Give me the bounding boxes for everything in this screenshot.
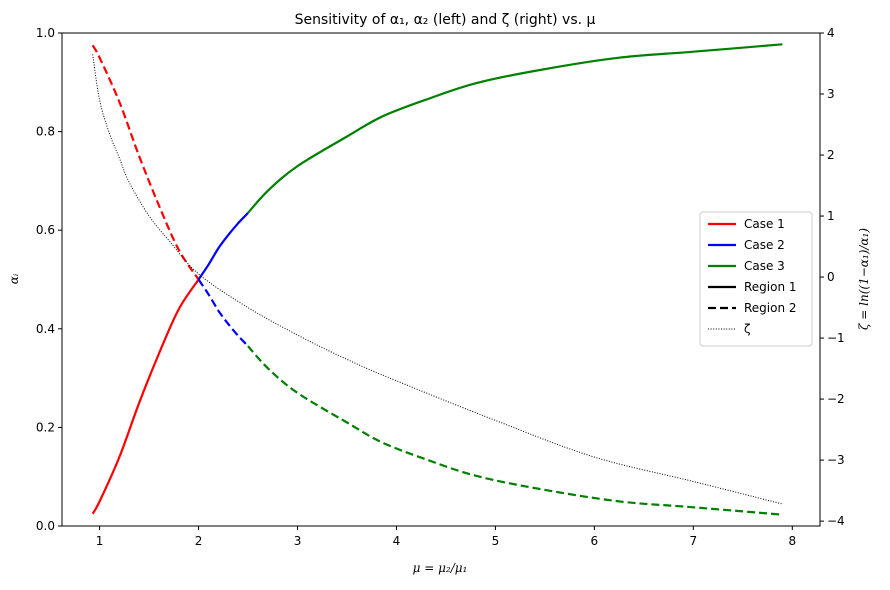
y-left-tick-label: 1.0 — [36, 26, 55, 40]
series-case1-region1-line — [91, 278, 200, 515]
chart-title: Sensitivity of α₁, α₂ (left) and ζ (righ… — [295, 12, 596, 28]
y-left-tick-label: 0.0 — [36, 519, 55, 533]
series-case2-region1-line — [197, 212, 249, 281]
legend-label: Case 3 — [744, 259, 785, 273]
legend-box — [699, 211, 813, 347]
legend-label: Case 2 — [744, 238, 785, 252]
y-right-tick-label: 4 — [827, 26, 835, 40]
legend-label: Region 1 — [744, 280, 797, 294]
legend: Case 1 Case 2 Case 3 Region 1 Region 2 ζ — [699, 211, 813, 347]
series-case2-region2-line — [197, 278, 249, 347]
x-tick-label: 3 — [294, 534, 302, 548]
x-tick-label: 1 — [96, 534, 104, 548]
y-right-tick-label: 3 — [827, 87, 835, 101]
y-right-tick-label: −3 — [827, 453, 845, 467]
y-right-tick-label: 1 — [827, 209, 835, 223]
y-right-tick-label: 0 — [827, 270, 835, 284]
x-tick-label: 6 — [591, 534, 599, 548]
axes-layer: 1 2 3 4 5 6 7 8 0.0 0.2 0.4 0.6 0.8 1.0 −4 −3 −2 −1 0 1 2 3 4 — [36, 26, 845, 548]
legend-label: Region 2 — [744, 301, 797, 315]
axes-frame — [61, 32, 821, 527]
y-right-tick-label: 2 — [827, 148, 835, 162]
x-axis-label: μ = μ₂/μ₁ — [413, 561, 468, 575]
legend-label: Case 1 — [744, 217, 785, 231]
plot-area — [62, 33, 820, 526]
x-tick-label: 5 — [492, 534, 500, 548]
y-right-tick-label: −2 — [827, 392, 845, 406]
x-tick-label: 7 — [690, 534, 698, 548]
y-left-tick-label: 0.6 — [36, 223, 55, 237]
x-tick-label: 4 — [393, 534, 401, 548]
y-left-tick-label: 0.8 — [36, 125, 55, 139]
x-tick-label: 2 — [195, 534, 203, 548]
series-case3-region2-line — [247, 345, 783, 516]
y-right-tick-label: −4 — [827, 514, 845, 528]
y-left-tick-label: 0.4 — [36, 322, 55, 336]
series-zeta-line — [92, 54, 783, 505]
y-right-tick-label: −1 — [827, 331, 845, 345]
series-layer — [91, 43, 783, 516]
series-case1-region2-line — [91, 44, 200, 281]
y-axis-label-right: ζ = ln((1−α₁)/α₁) — [857, 228, 871, 330]
y-left-tick-label: 0.2 — [36, 420, 55, 434]
y-axis-label-left: αᵢ — [7, 273, 21, 284]
series-case3-region1-line — [247, 43, 783, 214]
x-tick-label: 8 — [788, 534, 796, 548]
legend-label: ζ — [744, 322, 751, 336]
plot-background — [62, 33, 820, 526]
